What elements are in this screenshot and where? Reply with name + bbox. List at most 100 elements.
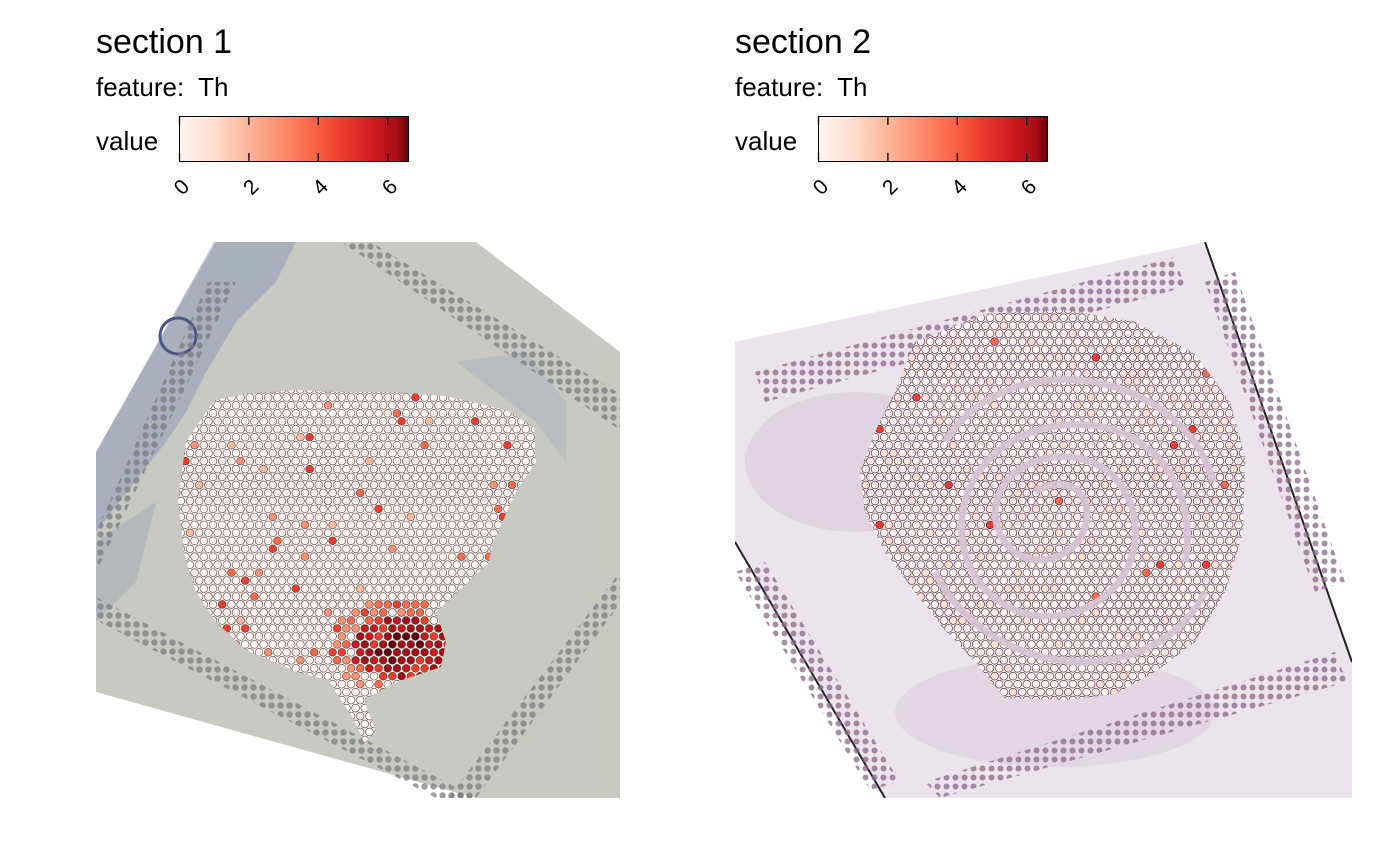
spot bbox=[1230, 258, 1238, 266]
spot bbox=[217, 441, 227, 450]
spot bbox=[596, 266, 604, 274]
spot bbox=[452, 512, 461, 522]
spot bbox=[268, 464, 278, 474]
spot bbox=[457, 456, 466, 466]
spot bbox=[406, 592, 415, 601]
spot bbox=[328, 616, 337, 625]
spot bbox=[186, 768, 194, 776]
spot bbox=[392, 409, 402, 418]
spot bbox=[103, 784, 111, 792]
spot bbox=[508, 258, 516, 266]
spot bbox=[277, 528, 287, 537]
spot bbox=[384, 776, 392, 784]
spot bbox=[361, 768, 369, 776]
spot bbox=[222, 592, 232, 601]
spot bbox=[122, 338, 130, 346]
spot bbox=[264, 504, 273, 514]
spot bbox=[1271, 346, 1279, 354]
spot bbox=[305, 576, 314, 585]
fiducial-band bbox=[341, 242, 620, 430]
spot bbox=[356, 393, 365, 402]
spot bbox=[287, 656, 296, 665]
spot bbox=[306, 784, 314, 792]
spot bbox=[264, 776, 272, 784]
spot bbox=[96, 386, 102, 394]
spot bbox=[415, 528, 425, 537]
spot bbox=[310, 504, 319, 514]
spot bbox=[237, 744, 245, 752]
spot bbox=[99, 362, 107, 370]
spot bbox=[214, 784, 222, 792]
spot bbox=[397, 640, 406, 649]
spot bbox=[296, 544, 305, 553]
spot bbox=[356, 536, 365, 545]
spot bbox=[314, 390, 324, 394]
spot bbox=[415, 624, 425, 633]
spot bbox=[250, 512, 259, 522]
spot bbox=[596, 250, 604, 258]
spot bbox=[1331, 338, 1339, 346]
spot bbox=[742, 242, 750, 250]
spot bbox=[461, 464, 471, 474]
spot bbox=[232, 752, 240, 760]
spot bbox=[498, 417, 507, 426]
spot bbox=[163, 728, 171, 736]
spot bbox=[457, 520, 466, 530]
spot bbox=[798, 258, 806, 266]
spot bbox=[742, 258, 750, 266]
spot bbox=[154, 266, 162, 274]
spot bbox=[259, 560, 268, 569]
spot bbox=[222, 464, 232, 474]
spot bbox=[397, 496, 406, 506]
spot bbox=[356, 680, 365, 689]
spot bbox=[365, 504, 374, 514]
spot bbox=[314, 624, 324, 633]
spot bbox=[1169, 345, 1179, 354]
spot bbox=[264, 441, 273, 450]
spot bbox=[264, 792, 272, 798]
spot bbox=[411, 393, 420, 402]
spot bbox=[1308, 282, 1316, 290]
spot bbox=[282, 425, 291, 434]
spot bbox=[1128, 337, 1137, 346]
spot bbox=[310, 568, 319, 577]
spot bbox=[351, 592, 360, 601]
spot bbox=[582, 290, 590, 298]
spot bbox=[310, 760, 318, 768]
spot bbox=[351, 464, 360, 474]
spot bbox=[1281, 314, 1289, 322]
spot bbox=[1050, 345, 1059, 354]
spot bbox=[337, 441, 347, 450]
spot bbox=[475, 504, 484, 514]
spot bbox=[182, 760, 190, 768]
spot bbox=[227, 536, 236, 545]
spot bbox=[346, 664, 356, 673]
spot bbox=[412, 792, 420, 798]
spot bbox=[136, 760, 144, 768]
spot bbox=[434, 544, 443, 553]
spot bbox=[99, 282, 107, 290]
spot bbox=[489, 417, 498, 426]
spot bbox=[328, 393, 337, 402]
spot bbox=[168, 784, 176, 792]
spot bbox=[241, 496, 250, 506]
spot bbox=[194, 576, 204, 585]
spot bbox=[466, 472, 475, 482]
spot bbox=[182, 266, 190, 274]
spot bbox=[936, 274, 944, 282]
spot bbox=[457, 472, 466, 482]
spot bbox=[222, 433, 232, 442]
spot bbox=[172, 792, 180, 798]
spot bbox=[582, 242, 590, 250]
spot bbox=[217, 616, 227, 625]
spot bbox=[365, 680, 374, 689]
spot bbox=[953, 337, 963, 346]
spot bbox=[296, 624, 305, 633]
spot bbox=[844, 258, 852, 266]
spot bbox=[342, 672, 351, 681]
spot bbox=[291, 441, 301, 450]
spot bbox=[305, 544, 314, 553]
spot bbox=[452, 448, 461, 458]
spot bbox=[199, 456, 209, 466]
